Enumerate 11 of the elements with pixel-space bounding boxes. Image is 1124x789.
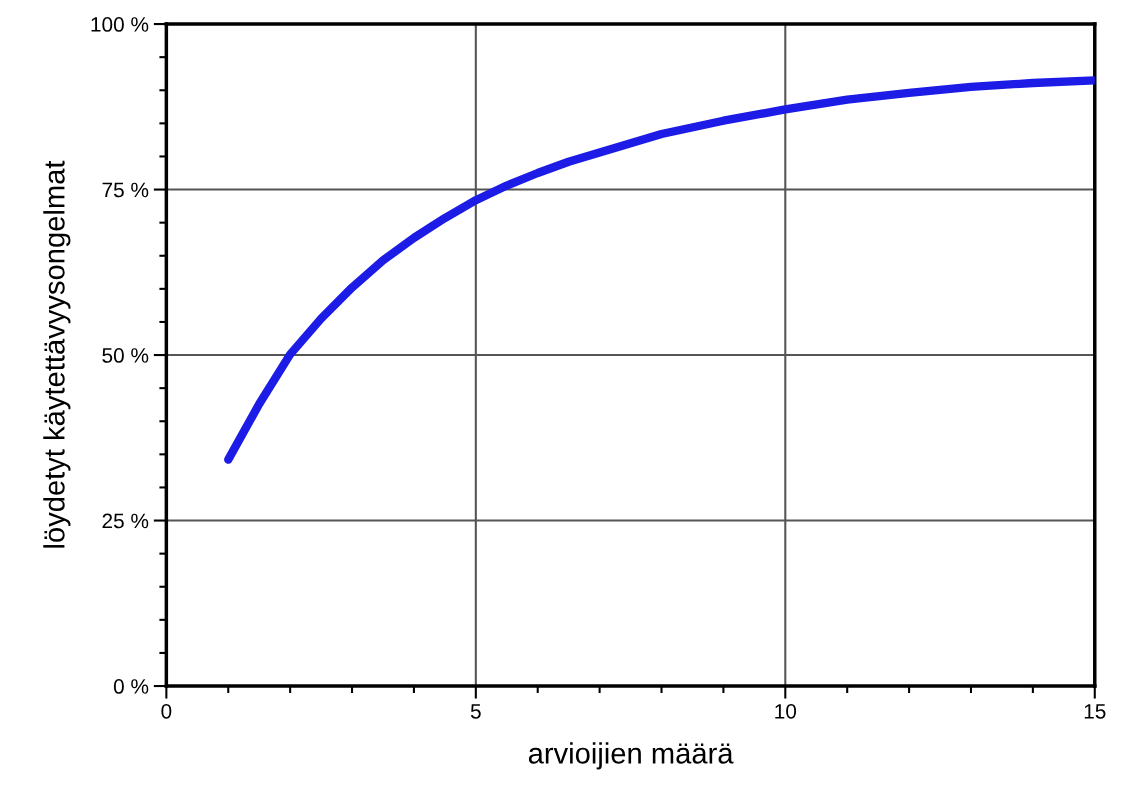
y-axis-title: löydetyt käytettävyysongelmat [43, 160, 71, 548]
x-tick-label: 10 [775, 703, 797, 719]
y-tick-label: 75 % [102, 182, 149, 198]
y-tick-label: 100 % [91, 17, 149, 32]
y-tick-label: 50 % [102, 348, 149, 363]
y-tick-label: 0 % [113, 679, 149, 694]
x-tick-label: 0 [161, 703, 172, 719]
x-axis-title: arvioijien määrä [528, 742, 734, 770]
x-tick-label: 15 [1084, 704, 1106, 719]
y-tick-label: 25 % [102, 513, 149, 529]
x-tick-label: 5 [470, 704, 481, 719]
